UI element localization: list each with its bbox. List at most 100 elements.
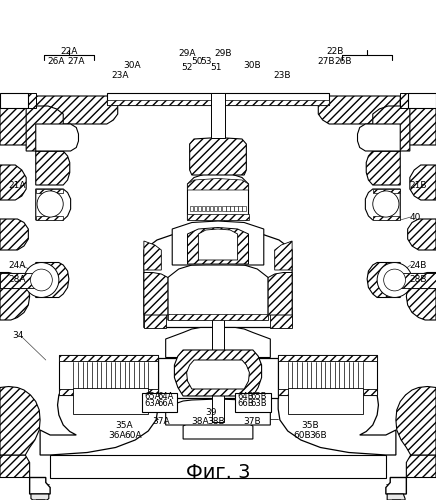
Polygon shape — [40, 370, 158, 455]
Polygon shape — [214, 206, 218, 211]
Text: 39: 39 — [205, 408, 216, 417]
Polygon shape — [31, 494, 49, 500]
Text: 64A: 64A — [157, 392, 174, 401]
Text: 24B: 24B — [410, 262, 427, 270]
Polygon shape — [222, 206, 225, 211]
Polygon shape — [144, 241, 161, 270]
Text: 26B: 26B — [335, 56, 352, 66]
Polygon shape — [194, 206, 197, 211]
Polygon shape — [202, 206, 205, 211]
Polygon shape — [358, 124, 400, 151]
Polygon shape — [399, 108, 436, 145]
Text: 40: 40 — [410, 213, 421, 222]
Polygon shape — [36, 124, 78, 151]
Polygon shape — [278, 355, 377, 395]
Polygon shape — [187, 178, 249, 190]
Polygon shape — [36, 262, 69, 298]
Polygon shape — [187, 173, 249, 220]
Polygon shape — [0, 92, 28, 108]
Polygon shape — [172, 221, 264, 265]
Text: 27A: 27A — [68, 56, 85, 66]
Polygon shape — [366, 151, 400, 185]
Text: Фиг. 3: Фиг. 3 — [186, 464, 250, 482]
Text: 22B: 22B — [326, 46, 344, 56]
Polygon shape — [395, 272, 436, 287]
Polygon shape — [36, 151, 70, 185]
Text: 38B: 38B — [207, 416, 225, 426]
Polygon shape — [318, 96, 400, 124]
Polygon shape — [278, 355, 377, 361]
Polygon shape — [107, 100, 329, 105]
Text: 28A: 28A — [9, 274, 26, 283]
Polygon shape — [144, 310, 166, 328]
Text: 21B: 21B — [410, 180, 427, 190]
Polygon shape — [166, 399, 270, 425]
Polygon shape — [0, 272, 41, 287]
Polygon shape — [373, 216, 400, 220]
Polygon shape — [278, 370, 396, 455]
Polygon shape — [0, 272, 30, 320]
Polygon shape — [187, 228, 249, 264]
Circle shape — [384, 269, 405, 291]
Text: 63B: 63B — [251, 400, 267, 408]
Circle shape — [377, 262, 412, 298]
Bar — [73, 388, 148, 414]
Polygon shape — [278, 389, 377, 395]
Polygon shape — [36, 216, 63, 220]
Polygon shape — [408, 219, 436, 250]
Polygon shape — [36, 499, 44, 500]
Circle shape — [31, 269, 52, 291]
Polygon shape — [168, 264, 268, 320]
Text: 24A: 24A — [9, 262, 26, 270]
Polygon shape — [408, 92, 436, 108]
Polygon shape — [59, 355, 158, 361]
Polygon shape — [396, 386, 436, 455]
Polygon shape — [392, 499, 400, 500]
Bar — [212, 358, 224, 422]
Polygon shape — [36, 96, 118, 124]
Polygon shape — [190, 138, 246, 175]
Polygon shape — [144, 272, 168, 315]
Polygon shape — [0, 219, 28, 250]
Polygon shape — [36, 189, 71, 220]
Text: 35A: 35A — [116, 422, 133, 430]
Bar — [211, 92, 225, 138]
Polygon shape — [270, 310, 292, 328]
Polygon shape — [0, 386, 40, 455]
Text: 53: 53 — [201, 56, 212, 66]
Polygon shape — [0, 455, 30, 477]
Polygon shape — [0, 108, 37, 145]
Bar — [212, 105, 224, 358]
Text: 60A: 60A — [124, 430, 142, 440]
Polygon shape — [26, 106, 63, 151]
Polygon shape — [36, 189, 63, 192]
Text: 65B: 65B — [251, 392, 267, 401]
Polygon shape — [234, 206, 238, 211]
Text: 66B: 66B — [238, 400, 254, 408]
Polygon shape — [242, 206, 246, 211]
Text: 64B: 64B — [238, 392, 254, 401]
Polygon shape — [275, 241, 292, 270]
Polygon shape — [406, 455, 436, 477]
Text: 26A: 26A — [47, 56, 65, 66]
Polygon shape — [226, 206, 230, 211]
Polygon shape — [59, 389, 158, 395]
Polygon shape — [59, 355, 158, 395]
Text: 28B: 28B — [410, 274, 427, 283]
Text: 37B: 37B — [243, 416, 261, 426]
Text: 36A: 36A — [108, 430, 126, 440]
Polygon shape — [107, 92, 329, 105]
Text: 30A: 30A — [123, 60, 140, 70]
Polygon shape — [198, 229, 238, 260]
Polygon shape — [166, 328, 270, 358]
Polygon shape — [168, 314, 268, 320]
Text: 50: 50 — [191, 56, 202, 66]
Text: 35B: 35B — [301, 422, 318, 430]
Polygon shape — [400, 92, 409, 108]
Text: 21A: 21A — [9, 180, 26, 190]
Polygon shape — [218, 206, 221, 211]
Polygon shape — [373, 189, 400, 192]
Polygon shape — [386, 478, 406, 494]
Polygon shape — [187, 214, 249, 220]
Text: 23A: 23A — [111, 70, 129, 80]
